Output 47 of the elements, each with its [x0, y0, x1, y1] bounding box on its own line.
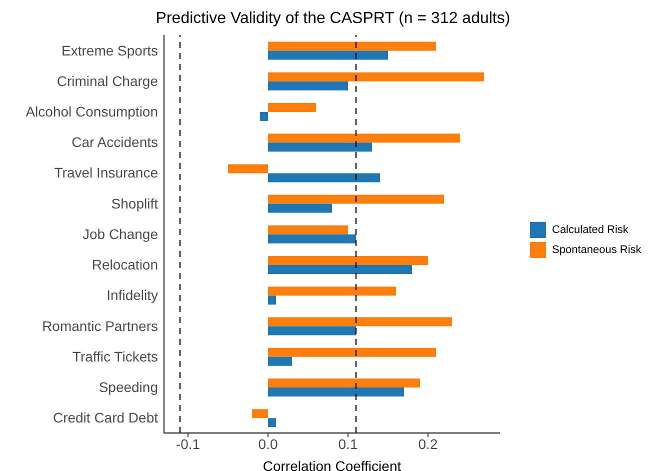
- bar: [268, 418, 276, 428]
- bar: [268, 234, 356, 244]
- y-tick-label: Shoplift: [111, 195, 158, 212]
- y-tick-label: Travel Insurance: [54, 164, 158, 181]
- bar: [268, 72, 484, 82]
- bar: [268, 356, 292, 366]
- x-tick-label: 0.2: [418, 436, 438, 452]
- bar: [268, 296, 276, 305]
- bar: [268, 42, 436, 51]
- bar: [268, 81, 348, 90]
- chart-title: Predictive Validity of the CASPRT (n = 312 adults): [154, 10, 512, 28]
- bar: [268, 265, 412, 274]
- y-tick-label: Extreme Sports: [62, 42, 158, 58]
- bar: [268, 317, 452, 326]
- x-tick-label: 0.0: [258, 436, 278, 452]
- bar: [228, 164, 268, 174]
- bar: [268, 326, 356, 336]
- y-tick-label: Criminal Charge: [56, 72, 158, 89]
- y-tick-label: Infidelity: [106, 287, 158, 304]
- bar: [268, 142, 372, 152]
- bar: [268, 286, 396, 296]
- y-tick-label: Romantic Partners: [42, 318, 158, 334]
- bar: [268, 134, 460, 143]
- y-tick-label: Car Accidents: [72, 134, 158, 150]
- x-tick-label: -0.1: [176, 436, 200, 452]
- y-tick-label: Credit Card Debt: [52, 410, 158, 426]
- bar: [268, 204, 332, 213]
- bar: [268, 378, 420, 388]
- bar: [268, 194, 444, 204]
- bar: [268, 388, 404, 397]
- bar: [268, 225, 348, 234]
- y-tick-label: Job Change: [82, 226, 158, 242]
- y-tick-label: Alcohol Consumption: [26, 104, 158, 120]
- bar: [268, 50, 388, 60]
- legend-label: Calculated Risk: [552, 224, 628, 236]
- x-tick-label: 0.1: [338, 436, 358, 452]
- bar: [268, 173, 380, 182]
- y-tick-label: Speeding: [98, 379, 158, 396]
- bar: [260, 112, 268, 121]
- y-tick-label: Relocation: [92, 256, 158, 273]
- bar: [268, 102, 316, 112]
- x-axis-title: Correlation Coefficient: [262, 458, 402, 471]
- bar: [252, 409, 268, 418]
- bar: [268, 256, 428, 266]
- bar: [268, 348, 436, 357]
- y-tick-label: Traffic Tickets: [72, 348, 158, 364]
- legend-label: Spontaneous Risk: [552, 244, 642, 256]
